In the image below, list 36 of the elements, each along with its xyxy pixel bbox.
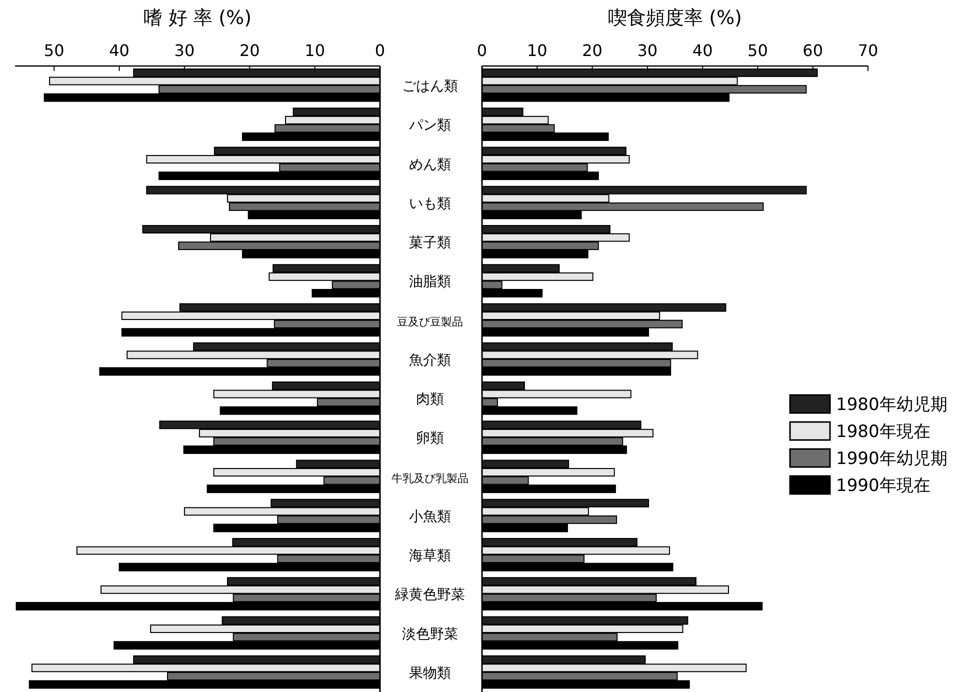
x-tick-label: 10 [304,41,325,60]
x-axis-title: 嗜 好 率 (%) [144,7,252,29]
y-tick-label: 淡色野菜 [402,626,458,642]
y-tick-label: 果物類 [409,665,451,682]
y-tick-label: 海草類 [409,548,451,564]
x-tick-label: 40 [109,41,130,60]
y-tick-label: 牛乳及び乳製品 [392,472,468,485]
x-tick-label: 30 [174,41,195,60]
y-tick-label: 菓子類 [409,235,451,252]
x-axis-title: 喫食頻度率 (%) [608,7,742,29]
x-tick-label: 20 [239,41,260,60]
x-tick-label: 40 [692,41,713,60]
y-tick-label: 魚介類 [409,352,451,368]
x-tick-label: 0 [476,41,488,60]
y-tick-label: 油脂類 [409,274,451,290]
x-tick-label: 10 [526,41,548,60]
y-tick-label: 緑黄色野菜 [394,587,465,604]
legend-label: 1980年幼児期 [836,395,948,415]
y-tick-label: 小魚類 [409,508,451,525]
x-tick-label: 50 [748,41,768,60]
y-tick-label: パン類 [408,118,451,134]
x-tick-label: 50 [44,41,64,60]
y-tick-label: いも類 [409,196,451,212]
y-tick-label: 豆及び豆製品 [397,315,463,328]
y-tick-label: めん類 [409,156,451,173]
y-tick-label: ごはん類 [402,78,458,95]
legend-label: 1990年現在 [836,476,930,496]
y-tick-label: 肉類 [416,392,444,408]
x-tick-label: 0 [374,41,386,60]
legend-label: 1980年現在 [836,422,930,442]
legend-label: 1990年幼児期 [836,449,948,469]
x-tick-label: 60 [802,41,824,60]
x-tick-label: 30 [637,41,658,60]
x-tick-label: 70 [858,41,878,60]
y-tick-label: 卵類 [416,430,444,447]
x-tick-label: 20 [582,41,602,60]
